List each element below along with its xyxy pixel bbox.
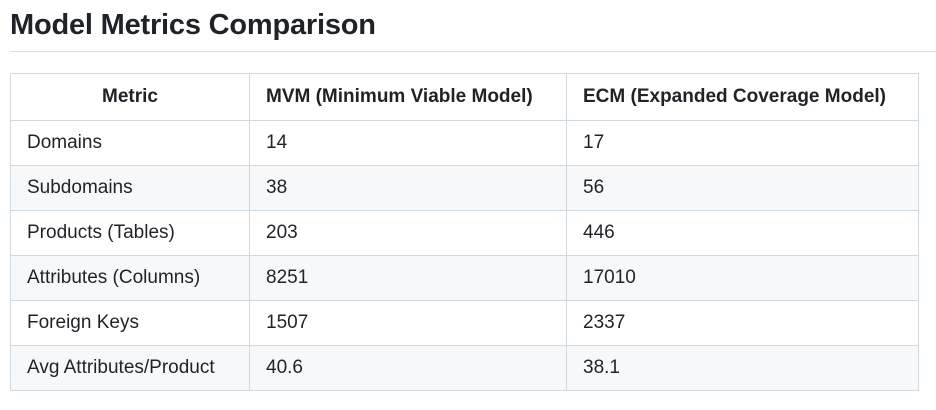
metric-cell: Subdomains (10, 165, 250, 211)
metric-cell: Products (Tables) (10, 210, 250, 256)
table-row: Subdomains 38 56 (10, 165, 919, 211)
page-title: Model Metrics Comparison (10, 9, 376, 41)
mvm-cell: 14 (249, 120, 567, 166)
mvm-cell: 38 (249, 165, 567, 211)
ecm-cell: 17 (566, 120, 919, 166)
document: Model Metrics Comparison Metric MVM (Min… (10, 0, 936, 391)
ecm-cell: 2337 (566, 300, 919, 346)
ecm-cell: 38.1 (566, 345, 919, 391)
table-row: Attributes (Columns) 8251 17010 (10, 255, 919, 301)
mvm-cell: 203 (249, 210, 567, 256)
metric-cell: Domains (10, 120, 250, 166)
column-header-metric: Metric (10, 73, 250, 121)
metric-cell: Foreign Keys (10, 300, 250, 346)
title-divider (10, 51, 936, 52)
table-row: Domains 14 17 (10, 120, 919, 166)
mvm-cell: 1507 (249, 300, 567, 346)
ecm-cell: 17010 (566, 255, 919, 301)
mvm-cell: 8251 (249, 255, 567, 301)
metric-cell: Avg Attributes/Product (10, 345, 250, 391)
column-header-mvm: MVM (Minimum Viable Model) (249, 73, 567, 121)
table-row: Foreign Keys 1507 2337 (10, 300, 919, 346)
ecm-cell: 446 (566, 210, 919, 256)
table-header-row: Metric MVM (Minimum Viable Model) ECM (E… (10, 73, 919, 121)
column-header-ecm: ECM (Expanded Coverage Model) (566, 73, 919, 121)
ecm-cell: 56 (566, 165, 919, 211)
metrics-table: Metric MVM (Minimum Viable Model) ECM (E… (10, 73, 919, 391)
table-row: Products (Tables) 203 446 (10, 210, 919, 256)
table-row: Avg Attributes/Product 40.6 38.1 (10, 345, 919, 391)
metric-cell: Attributes (Columns) (10, 255, 250, 301)
mvm-cell: 40.6 (249, 345, 567, 391)
